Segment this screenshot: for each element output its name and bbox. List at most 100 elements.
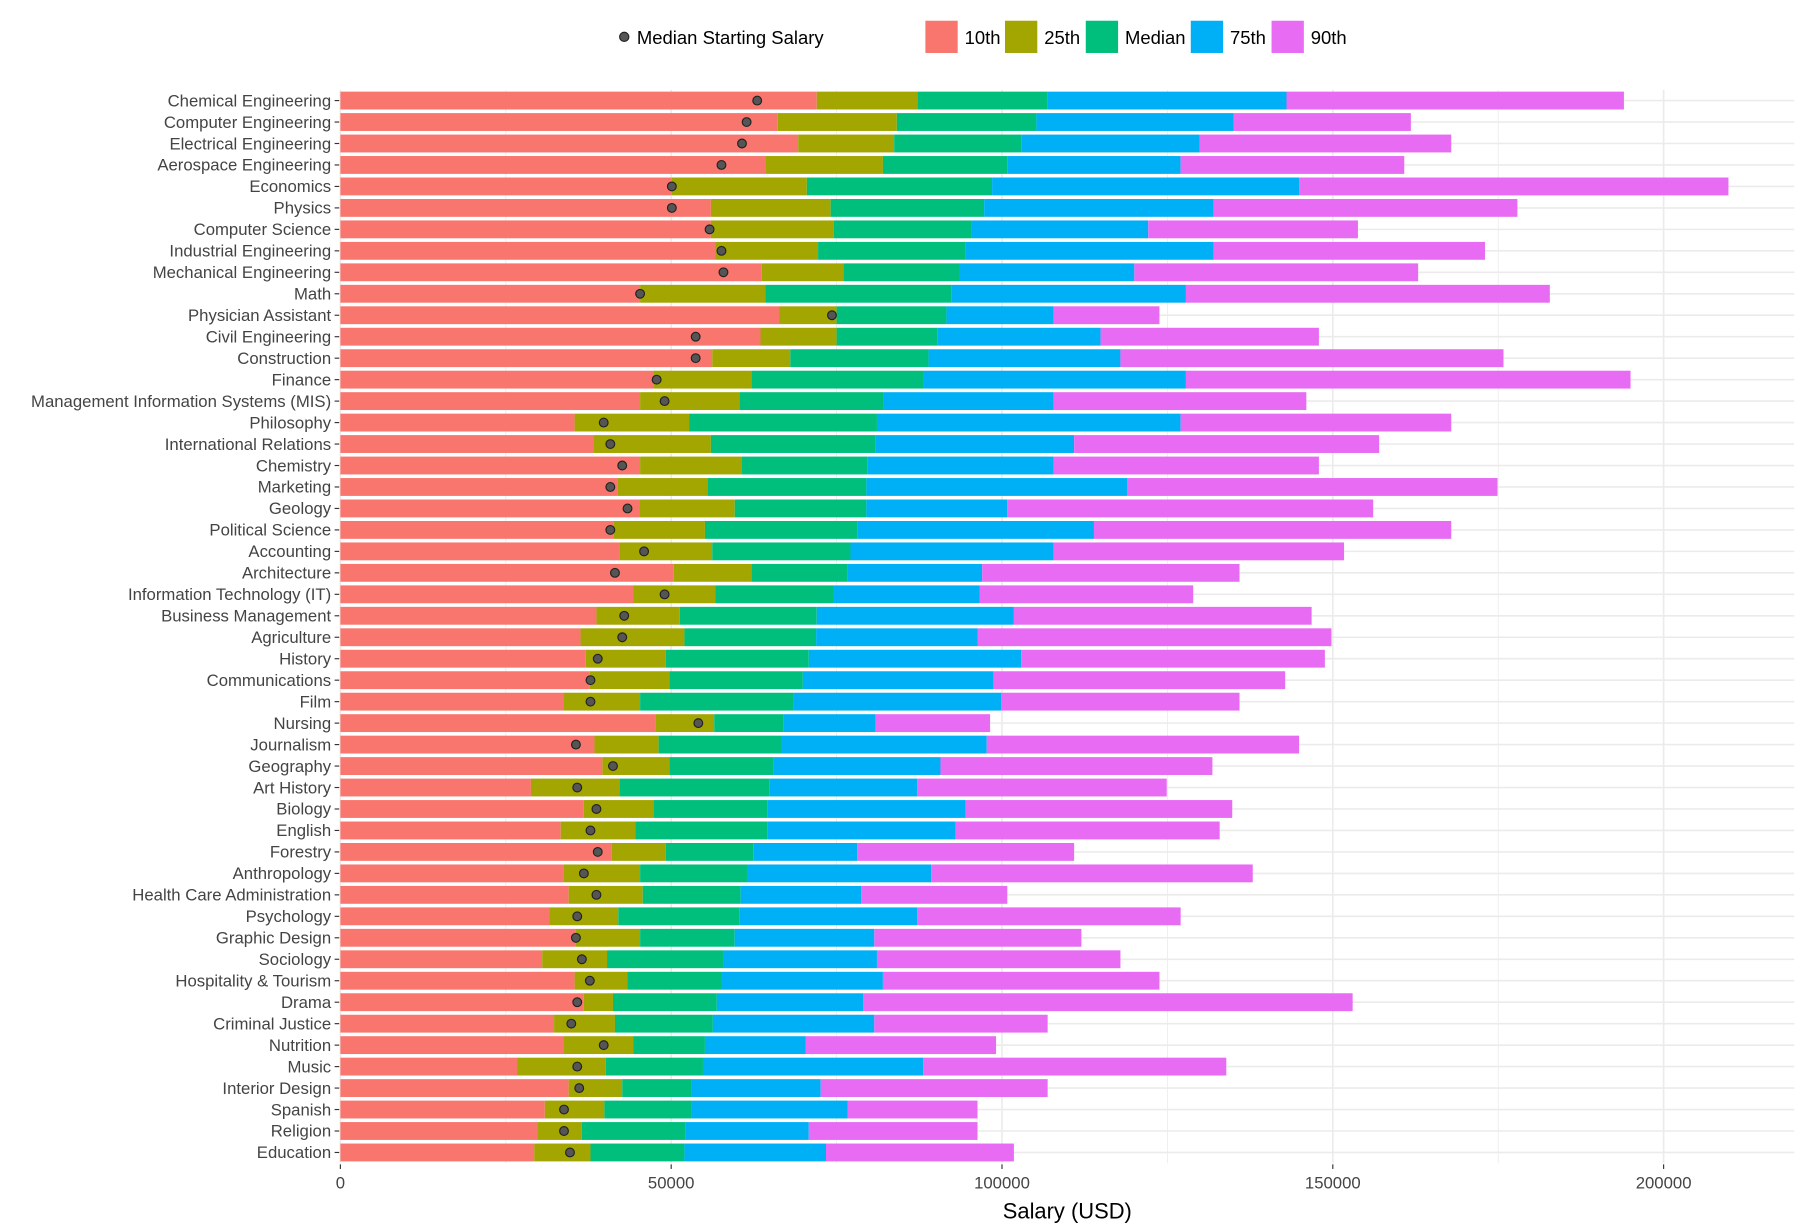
x-tick-label: 100000	[974, 1174, 1030, 1193]
y-tick-label: Mechanical Engineering	[153, 263, 331, 282]
bar-segment-10th	[340, 907, 550, 926]
median-starting-salary-point	[639, 546, 650, 557]
bar-segment-median	[790, 349, 929, 368]
bar-segment-10th	[340, 478, 618, 496]
y-tick-label: Business Management	[161, 607, 331, 626]
bar-segment-25th	[673, 563, 752, 582]
bar-segment-10th	[340, 692, 565, 711]
bar-segment-25th	[542, 950, 608, 969]
bar-segment-median	[818, 241, 966, 260]
bar-segment-75th	[716, 993, 864, 1012]
bar-segment-10th	[340, 392, 641, 411]
y-tick-label: Film	[300, 692, 332, 711]
bar-segment-75th	[808, 649, 1022, 668]
bar-segment-25th	[712, 349, 791, 368]
bar-segment-75th	[1007, 156, 1181, 174]
median-starting-salary-point	[693, 718, 704, 729]
bar-segment-10th	[340, 1122, 538, 1140]
y-tick-label: Health Care Administration	[132, 886, 331, 905]
median-starting-salary-point	[617, 460, 628, 471]
bar-segment-10th	[340, 1100, 545, 1119]
y-tick-label: Architecture	[242, 564, 331, 583]
bar-segment-75th	[946, 306, 1054, 325]
y-tick-label: Interior Design	[222, 1079, 331, 1098]
bar-segment-10th	[340, 714, 656, 733]
y-tick-label: Sociology	[259, 950, 332, 969]
bar-segment-10th	[340, 864, 564, 883]
bar-segment-90th	[1185, 284, 1550, 303]
bar-segment-median	[741, 456, 868, 475]
y-tick-label: Music	[287, 1057, 331, 1076]
median-starting-salary-point	[574, 1083, 585, 1094]
y-tick-label: International Relations	[165, 435, 331, 454]
bar-segment-median	[653, 800, 768, 818]
bar-segment-75th	[965, 241, 1214, 260]
median-starting-salary-point	[578, 868, 589, 879]
bar-segment-10th	[340, 413, 575, 432]
bar-segment-median	[833, 220, 972, 239]
y-tick-label: Information Technology (IT)	[128, 585, 331, 604]
y-tick-label: English	[276, 821, 331, 840]
bar-segment-25th	[583, 800, 654, 818]
bar-segment-25th	[710, 198, 831, 217]
x-axis: 0 50000 100000 150000 200000	[336, 1164, 1692, 1193]
median-starting-salary-point	[741, 117, 752, 127]
median-starting-salary-point	[690, 353, 701, 364]
bar-segment-10th	[340, 349, 713, 368]
bar-segment-90th	[820, 1079, 1048, 1097]
bar-segment-75th	[971, 220, 1149, 239]
bar-segment-median	[882, 156, 1008, 174]
bar-segment-25th	[585, 649, 666, 668]
median-starting-salary-point	[565, 1147, 575, 1158]
bar-segment-median	[640, 928, 735, 947]
bar-segment-90th	[917, 778, 1167, 797]
median-starting-salary-point	[605, 524, 616, 535]
bar-segment-10th	[340, 113, 778, 131]
bar-segment-90th	[1053, 542, 1345, 561]
median-starting-salary-point	[559, 1104, 569, 1115]
bar-segment-90th	[875, 714, 991, 733]
bar-segment-10th	[340, 1057, 518, 1076]
bar-segment-90th	[847, 1100, 978, 1119]
bar-segment-10th	[340, 1143, 535, 1162]
y-tick-label: Anthropology	[233, 864, 332, 883]
median-starting-salary-point	[617, 632, 628, 643]
bar-segment-75th	[937, 327, 1101, 346]
bar-segment-median	[669, 671, 803, 690]
bar-segment-75th	[984, 198, 1214, 217]
y-tick-label: Physics	[274, 199, 332, 218]
bar-segment-90th	[993, 671, 1286, 690]
y-tick-label: Political Science	[209, 521, 331, 540]
legend-label-90th: 90th	[1311, 27, 1347, 48]
y-tick-label: Journalism	[250, 735, 331, 754]
bar-segment-median	[843, 263, 959, 282]
bar-segment-75th	[816, 606, 1014, 625]
y-tick-label: Religion	[271, 1122, 331, 1141]
y-tick-label: Construction	[237, 349, 331, 368]
bar-segment-median	[830, 198, 985, 217]
legend-point-marker	[619, 31, 630, 43]
bar-segment-median	[612, 993, 717, 1012]
bar-segment-median	[622, 1079, 692, 1097]
median-starting-salary-point	[827, 310, 837, 321]
bar-segment-25th	[602, 757, 670, 775]
x-tick-label: 0	[336, 1174, 345, 1193]
bar-segment-10th	[340, 800, 584, 818]
median-starting-salary-point	[576, 954, 587, 965]
bar-segment-10th	[340, 91, 817, 110]
y-tick-label: Spanish	[271, 1100, 331, 1119]
bar-segment-75th	[802, 671, 994, 690]
median-starting-salary-point	[598, 1040, 609, 1051]
median-starting-salary-point	[605, 482, 616, 492]
y-tick-label: Computer Engineering	[164, 113, 331, 132]
bar-segment-75th	[866, 499, 1008, 518]
bar-segment-median	[689, 413, 877, 432]
bar-segment-10th	[340, 327, 761, 346]
bar-segment-75th	[740, 885, 862, 904]
bar-segment-median	[642, 885, 741, 904]
bar-segment-median	[665, 842, 754, 861]
y-tick-label: Drama	[281, 993, 332, 1012]
bar-segment-75th	[781, 735, 987, 754]
bar-segment-90th	[1233, 113, 1411, 131]
